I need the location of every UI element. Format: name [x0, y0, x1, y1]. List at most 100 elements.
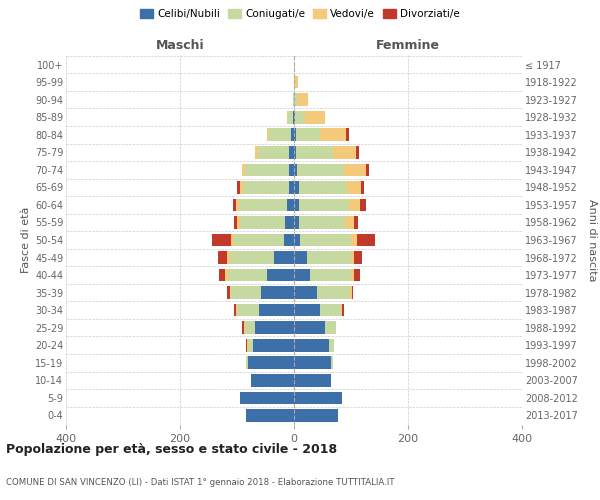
Bar [233, 234, 284, 246]
Bar [234, 216, 237, 229]
Bar [346, 216, 354, 229]
Bar [240, 392, 294, 404]
Bar [349, 198, 360, 211]
Bar [294, 94, 297, 106]
Bar [286, 216, 294, 229]
Bar [350, 286, 352, 299]
Bar [360, 198, 366, 211]
Bar [294, 128, 296, 141]
Bar [299, 198, 349, 211]
Bar [294, 234, 300, 246]
Bar [274, 251, 294, 264]
Bar [246, 339, 247, 351]
Bar [317, 286, 350, 299]
Bar [266, 128, 269, 141]
Bar [242, 322, 244, 334]
Bar [227, 286, 230, 299]
Bar [247, 339, 248, 351]
Bar [248, 339, 253, 351]
Bar [367, 164, 369, 176]
Y-axis label: Anni di nascita: Anni di nascita [587, 198, 597, 281]
Bar [299, 216, 346, 229]
Bar [294, 322, 325, 334]
Bar [244, 322, 245, 334]
Bar [334, 146, 356, 158]
Bar [248, 356, 294, 369]
Bar [329, 339, 334, 351]
Bar [344, 164, 367, 176]
Bar [245, 322, 255, 334]
Bar [287, 198, 294, 211]
Bar [287, 111, 289, 124]
Bar [294, 181, 299, 194]
Bar [307, 251, 351, 264]
Bar [295, 76, 298, 88]
Bar [346, 128, 349, 141]
Bar [341, 304, 343, 316]
Bar [294, 374, 331, 386]
Bar [354, 216, 358, 229]
Bar [251, 374, 294, 386]
Text: Maschi: Maschi [155, 40, 205, 52]
Bar [239, 198, 287, 211]
Bar [299, 181, 347, 194]
Bar [296, 128, 320, 141]
Bar [293, 94, 294, 106]
Bar [232, 286, 261, 299]
Bar [245, 164, 289, 176]
Bar [220, 269, 225, 281]
Bar [269, 128, 291, 141]
Bar [218, 251, 227, 264]
Bar [231, 234, 233, 246]
Bar [295, 111, 305, 124]
Bar [289, 111, 293, 124]
Bar [331, 356, 334, 369]
Bar [296, 146, 334, 158]
Bar [294, 392, 343, 404]
Bar [361, 181, 364, 194]
Bar [294, 251, 307, 264]
Bar [354, 251, 362, 264]
Bar [242, 181, 289, 194]
Bar [237, 216, 240, 229]
Bar [236, 198, 239, 211]
Bar [294, 286, 317, 299]
Legend: Celibi/Nubili, Coniugati/e, Vedovi/e, Divorziati/e: Celibi/Nubili, Coniugati/e, Vedovi/e, Di… [136, 5, 464, 24]
Bar [294, 304, 320, 316]
Bar [212, 234, 231, 246]
Bar [246, 356, 248, 369]
Bar [291, 128, 294, 141]
Bar [289, 146, 294, 158]
Bar [233, 198, 236, 211]
Bar [225, 269, 228, 281]
Bar [297, 94, 308, 106]
Bar [294, 409, 338, 422]
Bar [253, 339, 294, 351]
Bar [351, 269, 354, 281]
Bar [356, 146, 359, 158]
Bar [294, 111, 295, 124]
Bar [284, 234, 294, 246]
Bar [255, 146, 258, 158]
Bar [242, 164, 245, 176]
Text: COMUNE DI SAN VINCENZO (LI) - Dati ISTAT 1° gennaio 2018 - Elaborazione TUTTITAL: COMUNE DI SAN VINCENZO (LI) - Dati ISTAT… [6, 478, 395, 487]
Bar [289, 164, 294, 176]
Bar [351, 234, 356, 246]
Bar [293, 111, 294, 124]
Bar [230, 251, 274, 264]
Y-axis label: Fasce di età: Fasce di età [20, 207, 31, 273]
Bar [354, 269, 359, 281]
Bar [237, 181, 240, 194]
Bar [351, 251, 354, 264]
Bar [356, 234, 375, 246]
Bar [320, 304, 341, 316]
Bar [325, 322, 335, 334]
Text: Femmine: Femmine [376, 40, 440, 52]
Bar [240, 181, 242, 194]
Bar [352, 286, 353, 299]
Bar [294, 216, 299, 229]
Bar [261, 286, 294, 299]
Bar [294, 146, 296, 158]
Bar [245, 409, 294, 422]
Bar [240, 216, 286, 229]
